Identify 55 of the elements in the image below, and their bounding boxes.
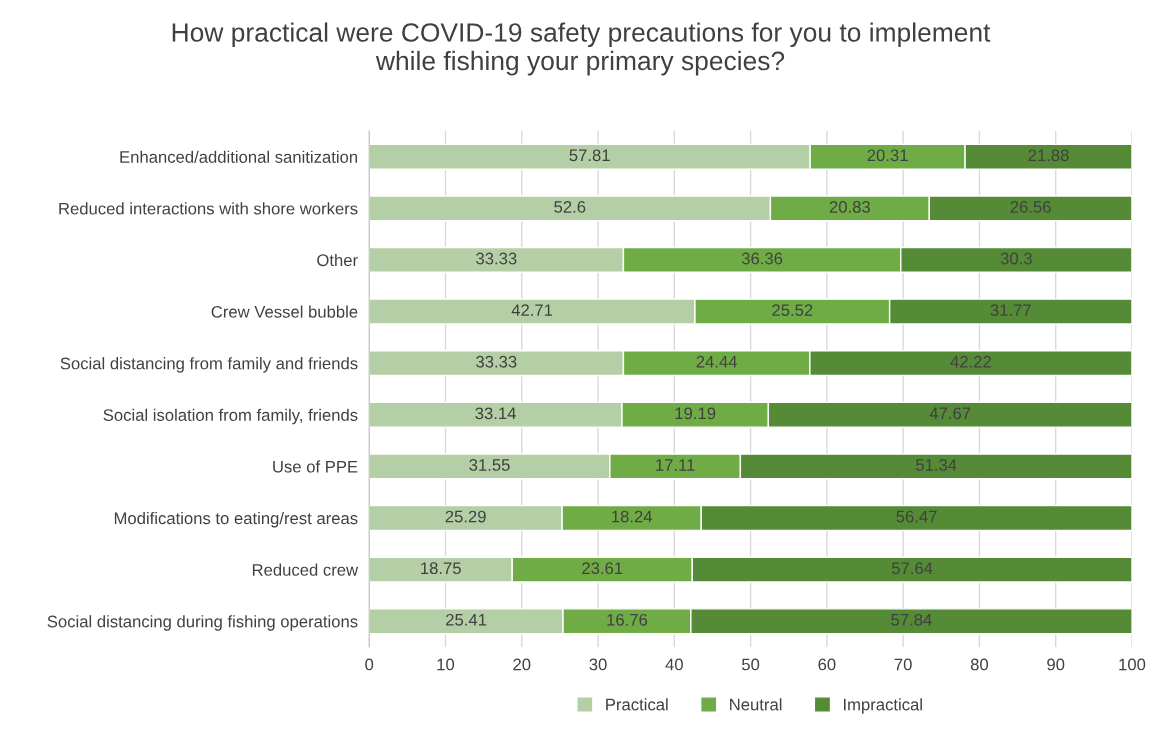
data-label: 20.31 [867, 149, 908, 162]
x-tick-label: 70 [894, 658, 912, 671]
data-label: 23.61 [582, 562, 623, 575]
x-tick-label: 0 [365, 658, 374, 671]
data-label: 57.64 [891, 562, 933, 575]
y-tick-label: Use of PPE [273, 460, 358, 473]
x-tick-label: 100 [1119, 658, 1146, 671]
y-tick-label: Modifications to eating/rest areas [114, 511, 358, 528]
x-tick-label: 10 [437, 658, 455, 671]
data-label: 24.44 [696, 355, 738, 368]
y-tick-label: Enhanced/additional sanitization [120, 150, 358, 163]
chart-title: How practical were COVID-19 safety precautions for you to implement while fishing your primary species? [172, 22, 991, 76]
data-label: 33.33 [476, 252, 517, 265]
data-label: 16.76 [607, 613, 648, 626]
data-label: 42.22 [950, 355, 991, 368]
data-label: 51.34 [915, 459, 957, 471]
data-label: 25.29 [445, 510, 486, 523]
x-tick-label: 60 [818, 658, 836, 671]
data-label: 26.56 [1010, 200, 1051, 213]
legend-label: Impractical [843, 698, 922, 714]
y-tick-label: Social distancing during fishing operations [47, 615, 358, 631]
data-label: 56.47 [896, 510, 937, 523]
legend-label: Practical [606, 698, 668, 711]
data-label: 47.67 [929, 407, 971, 420]
data-label: 33.33 [476, 355, 517, 368]
data-label: 42.71 [511, 304, 553, 316]
y-tick-label: Social distancing from family and friends [60, 357, 358, 373]
x-tick-label: 90 [1047, 658, 1065, 671]
data-label: 36.36 [741, 252, 783, 265]
data-label: 33.14 [475, 407, 516, 420]
x-tick-label: 80 [970, 658, 989, 671]
data-label: 17.11 [656, 459, 695, 471]
y-tick-label: Reduced interactions with shore workers [59, 202, 358, 215]
data-label: 19.19 [675, 407, 716, 420]
y-tick-label: Other [317, 253, 358, 267]
y-tick-label: Crew Vessel bubble [211, 305, 358, 318]
data-label: 18.24 [612, 510, 653, 523]
data-label: 25.52 [772, 304, 813, 317]
x-tick-label: 30 [589, 658, 607, 671]
y-tick-label: Reduced crew [252, 563, 359, 576]
x-tick-label: 20 [513, 658, 531, 671]
data-label: 31.77 [990, 304, 1031, 317]
data-label: 21.88 [1028, 149, 1069, 162]
data-label: 31.55 [469, 459, 510, 471]
legend-label: Neutral [730, 698, 782, 711]
y-tick-label: Social isolation from family, friends [103, 408, 358, 425]
data-label: 30.3 [1000, 252, 1032, 265]
data-label: 52.6 [554, 200, 586, 213]
x-tick-label: 40 [665, 658, 683, 671]
x-tick-label: 50 [741, 658, 760, 671]
data-label: 25.41 [446, 613, 487, 626]
data-label: 20.83 [829, 200, 870, 213]
data-label: 18.75 [421, 562, 461, 575]
data-label: 57.81 [569, 149, 610, 162]
data-label: 57.84 [891, 613, 932, 626]
